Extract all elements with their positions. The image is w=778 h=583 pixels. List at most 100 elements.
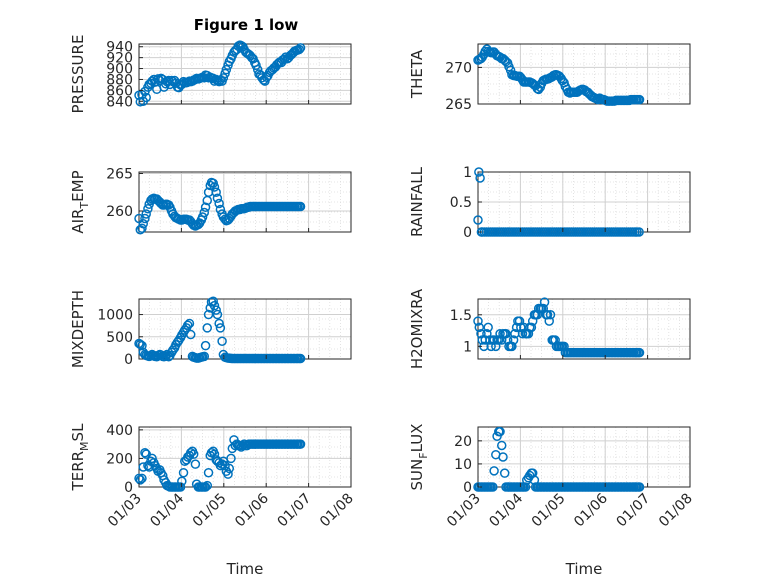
data-point — [251, 60, 261, 71]
axes-box — [477, 43, 691, 105]
y-tick-label: 500 — [106, 330, 133, 346]
data-point — [190, 459, 201, 469]
data-point — [499, 468, 510, 478]
y-tick-label: 270 — [445, 60, 472, 76]
y-tick-label: 200 — [106, 451, 133, 467]
data-point — [212, 309, 223, 320]
subplot-h2omixra: 1 1.5 H2OMIXRA — [408, 288, 691, 369]
y-tick-label: 10 — [454, 457, 472, 473]
data-point — [180, 325, 190, 335]
data-point — [141, 92, 151, 103]
data-point — [141, 209, 151, 219]
data-point — [137, 473, 147, 484]
data-point — [168, 345, 178, 355]
data-point — [295, 201, 306, 212]
data-point — [184, 318, 195, 329]
data-point — [135, 475, 146, 485]
y-tick-label: 840 — [106, 94, 133, 110]
y-tick-label: 1000 — [97, 308, 133, 324]
y-tick-label: 265 — [445, 97, 472, 113]
data-point — [140, 447, 150, 458]
data-point — [295, 43, 306, 53]
data-point — [203, 467, 214, 478]
data-point — [474, 322, 485, 333]
data-point — [218, 73, 229, 83]
data-point — [295, 439, 306, 449]
axes-box — [138, 171, 352, 233]
data-point — [209, 300, 220, 311]
data-point — [495, 328, 505, 339]
y-tick-label: 265 — [106, 167, 133, 183]
data-point — [202, 323, 213, 333]
data-point — [208, 296, 218, 306]
data-point — [485, 335, 495, 345]
data-point — [507, 341, 517, 352]
data-point — [295, 353, 306, 364]
data-point — [545, 310, 556, 320]
ylabel-2: AIRTEMP — [69, 170, 91, 233]
y-tick-label: 0.5 — [450, 195, 472, 211]
data-point — [137, 340, 147, 351]
figure-title: Figure 1 low — [194, 16, 299, 34]
data-point — [494, 335, 504, 345]
data-point — [199, 351, 210, 362]
data-point — [200, 340, 211, 351]
data-point — [527, 468, 538, 478]
ylabel-6: TERRMSL — [69, 423, 91, 492]
data-point — [215, 323, 226, 333]
y-tick-label: 400 — [106, 423, 133, 439]
data-point — [514, 316, 525, 326]
data-point — [294, 44, 305, 55]
y-tick-label: 0 — [124, 480, 133, 496]
x-axis-label: Time — [226, 560, 264, 578]
y-tick-label: 940 — [106, 40, 133, 56]
data-point — [178, 467, 189, 478]
data-point — [495, 426, 505, 437]
data-point — [544, 316, 554, 326]
data-point — [224, 463, 235, 474]
y-tick-label: 0 — [463, 225, 472, 241]
data-point — [197, 212, 208, 222]
data-point — [483, 322, 493, 333]
data-point — [473, 215, 483, 225]
data-point — [135, 339, 146, 350]
data-point — [221, 64, 232, 75]
data-point — [520, 482, 531, 492]
data-point — [217, 336, 227, 346]
data-point — [199, 207, 210, 218]
data-point — [501, 328, 511, 339]
data-point — [200, 482, 211, 492]
y-tick-label: 860 — [106, 83, 133, 99]
data-point — [634, 482, 645, 492]
subplot-mixdepth: 0 500 1000 MIXDEPTH — [69, 290, 352, 368]
data-point — [138, 219, 148, 229]
subplot-air_temp: 260 265 AIRTEMP — [69, 167, 352, 235]
data-point — [634, 94, 645, 105]
data-point — [209, 182, 220, 192]
y-tick-label: 1.5 — [450, 308, 472, 324]
y-tick-label: 0 — [463, 480, 472, 496]
ylabel-4: MIXDEPTH — [69, 290, 87, 368]
y-tick-label: 880 — [106, 72, 133, 88]
data-point — [526, 322, 537, 333]
data-point — [137, 223, 147, 233]
data-point — [517, 328, 528, 339]
data-point — [489, 466, 499, 476]
y-tick-label: 260 — [106, 204, 133, 220]
ylabel-0: PRESSURE — [69, 35, 87, 114]
data-point — [476, 328, 486, 339]
data-point — [252, 64, 263, 75]
data-point — [214, 198, 224, 209]
data-point — [488, 482, 498, 492]
ylabel-1: THETA — [408, 49, 426, 99]
data-point — [200, 202, 211, 212]
data-point — [235, 440, 245, 451]
axes-box — [138, 426, 352, 488]
ylabel-3: RAINFALL — [408, 166, 426, 237]
data-point — [134, 473, 144, 484]
data-point — [247, 52, 257, 63]
data-point — [212, 193, 223, 203]
data-point — [261, 72, 272, 83]
